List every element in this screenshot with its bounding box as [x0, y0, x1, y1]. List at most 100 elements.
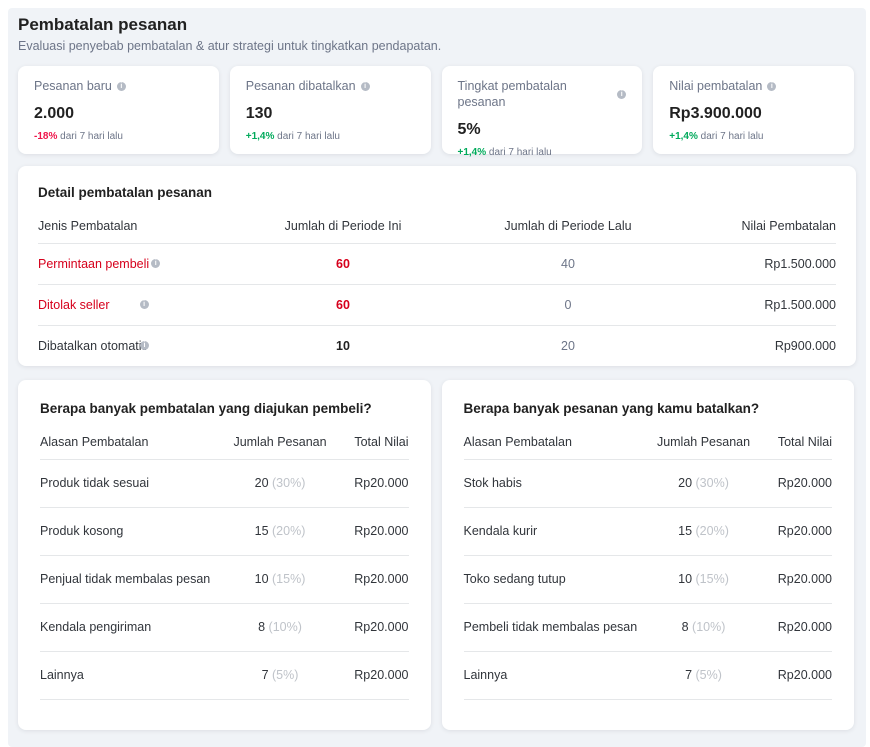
total-value: Rp20.000 — [753, 507, 832, 556]
page-title: Pembatalan pesanan — [18, 15, 188, 34]
reason-cards: Berapa banyak pembatalan yang diajukan p… — [18, 380, 854, 730]
reason-label: Stok habis — [463, 459, 654, 508]
stat-value: Rp3.900.000 — [669, 105, 762, 122]
cancellation-page: Pembatalan pesanan Evaluasi penyebab pem… — [8, 8, 866, 747]
total-value: Rp20.000 — [330, 555, 409, 604]
column-header: Nilai Pembatalan — [658, 209, 836, 244]
table-row: Pembeli tidak membalas pesan 8 (10%) Rp2… — [463, 603, 832, 652]
reason-label: Produk tidak sesuai — [40, 459, 230, 508]
total-value: Rp20.000 — [753, 651, 832, 700]
stat-label: Pesanan baru — [34, 79, 112, 93]
reason-label: Lainnya — [463, 651, 654, 700]
total-value: Rp20.000 — [330, 651, 409, 700]
column-header: Jumlah di Periode Lalu — [478, 209, 658, 244]
info-icon[interactable]: i — [139, 300, 149, 309]
trend-change: -18% — [34, 131, 58, 142]
cancellation-value: Rp1.500.000 — [658, 284, 836, 326]
cancellation-detail-card: Detail pembatalan pesanan Jenis Pembatal… — [18, 166, 856, 366]
total-value: Rp20.000 — [753, 603, 832, 652]
current-count: 60 — [336, 256, 350, 271]
column-header: Jumlah Pesanan — [230, 425, 330, 460]
stat-trend: +1,4% dari 7 hari lalu — [458, 147, 627, 159]
order-percentage: (20%) — [272, 524, 306, 538]
order-count: 8 — [681, 620, 689, 634]
stat-trend: -18% dari 7 hari lalu — [34, 131, 203, 143]
table-header-row: Jenis Pembatalan Jumlah di Periode Ini J… — [38, 209, 836, 244]
stat-card-new-orders: Pesanan baru i 2.000 -18% dari 7 hari lal… — [18, 66, 219, 154]
trend-period: dari 7 hari lalu — [277, 131, 340, 142]
table-header-row: Alasan Pembatalan Jumlah Pesanan Total N… — [463, 425, 832, 460]
table-row: Produk tidak sesuai 20 (30%) Rp20.000 — [40, 459, 409, 508]
seller-reasons-card: Berapa banyak pesanan yang kamu batalkan… — [441, 380, 854, 730]
seller-reasons-table: Alasan Pembatalan Jumlah Pesanan Total N… — [463, 425, 832, 700]
stat-cards: Pesanan baru i 2.000 -18% dari 7 hari lal… — [18, 66, 854, 158]
order-percentage: (15%) — [695, 572, 729, 586]
page-subtitle: Evaluasi penyebab pembatalan & atur stra… — [18, 39, 442, 53]
trend-change: +1,4% — [457, 147, 487, 158]
card-title: Berapa banyak pembatalan yang diajukan p… — [40, 401, 372, 416]
table-row: Penjual tidak membalas pesan 10 (15%) Rp… — [40, 555, 409, 604]
cancellation-value: Rp900.000 — [774, 338, 836, 353]
trend-change: +1,4% — [669, 131, 698, 142]
stat-label: Nilai pembatalan — [669, 79, 763, 93]
previous-count: 20 — [561, 338, 575, 353]
buyer-reasons-card: Berapa banyak pembatalan yang diajukan p… — [18, 380, 431, 730]
reason-label: Lainnya — [40, 651, 230, 700]
table-row: Kendala kurir 15 (20%) Rp20.000 — [463, 507, 832, 556]
cancellation-value: Rp1.500.000 — [658, 243, 836, 285]
order-percentage: (10%) — [268, 620, 302, 634]
current-count: 10 — [336, 338, 350, 353]
reason-label: Produk kosong — [40, 507, 230, 556]
info-icon[interactable]: i — [617, 89, 627, 99]
order-percentage: (30%) — [272, 476, 306, 490]
info-icon[interactable]: i — [140, 341, 149, 351]
stat-value: 130 — [245, 105, 273, 122]
order-percentage: (5%) — [272, 668, 299, 682]
table-row: Ditolak seller i 60 0 Rp1.500.000 — [38, 284, 836, 326]
stat-label: Tingkat pembatalan pesanan — [457, 79, 567, 109]
order-count: 15 — [678, 524, 693, 538]
card-title: Berapa banyak pesanan yang kamu batalkan… — [463, 401, 760, 416]
stat-value: 2.000 — [34, 105, 75, 122]
stat-label: Pesanan dibatalkan — [245, 79, 356, 93]
buyer-reasons-table: Alasan Pembatalan Jumlah Pesanan Total N… — [40, 425, 409, 700]
reason-label: Kendala pengiriman — [40, 603, 230, 652]
table-header-row: Alasan Pembatalan Jumlah Pesanan Total N… — [40, 425, 409, 460]
table-row: Lainnya 7 (5%) Rp20.000 — [40, 651, 409, 700]
stat-card-cancellation-value: Nilai pembatalan i Rp3.900.000 +1,4% dari… — [653, 66, 854, 154]
total-value: Rp20.000 — [753, 555, 832, 604]
column-header: Jumlah di Periode Ini — [208, 209, 478, 244]
reason-label: Penjual tidak membalas pesan — [40, 555, 230, 604]
reason-label: Pembeli tidak membalas pesan — [463, 603, 654, 652]
info-icon[interactable]: i — [116, 81, 126, 91]
stat-trend: +1,4% dari 7 hari lalu — [669, 131, 838, 143]
table-row: Stok habis 20 (30%) Rp20.000 — [463, 459, 832, 508]
current-count: 60 — [336, 297, 350, 312]
order-percentage: (5%) — [695, 668, 722, 682]
order-count: 10 — [254, 572, 269, 586]
stat-card-cancellation-rate: Tingkat pembatalan pesanan i 5% +1,4% dar… — [441, 66, 643, 158]
info-icon[interactable]: i — [360, 81, 370, 91]
order-count: 20 — [678, 476, 693, 490]
total-value: Rp20.000 — [753, 459, 832, 508]
table-row: Produk kosong 15 (20%) Rp20.000 — [40, 507, 409, 556]
info-icon[interactable]: i — [767, 81, 777, 91]
table-row: Kendala pengiriman 8 (10%) Rp20.000 — [40, 603, 409, 652]
total-value: Rp20.000 — [330, 459, 409, 508]
order-count: 20 — [254, 476, 269, 490]
info-icon[interactable]: i — [151, 259, 161, 268]
stat-card-cancelled-orders: Pesanan dibatalkan i 130 +1,4% dari 7 har… — [229, 66, 431, 154]
order-percentage: (30%) — [695, 476, 729, 490]
order-count: 15 — [254, 524, 269, 538]
total-value: Rp20.000 — [330, 507, 409, 556]
trend-period: dari 7 hari lalu — [60, 131, 123, 142]
stat-value: 5% — [457, 121, 481, 138]
order-percentage: (15%) — [272, 572, 306, 586]
table-row: Lainnya 7 (5%) Rp20.000 — [463, 651, 832, 700]
detail-table: Jenis Pembatalan Jumlah di Periode Ini J… — [38, 209, 836, 366]
seller-rejected-link[interactable]: Ditolak seller — [38, 297, 110, 312]
card-title: Detail pembatalan pesanan — [38, 185, 213, 200]
buyer-request-link[interactable]: Permintaan pembeli — [38, 256, 150, 271]
trend-change: +1,4% — [245, 131, 275, 142]
column-header: Alasan Pembatalan — [40, 425, 230, 460]
